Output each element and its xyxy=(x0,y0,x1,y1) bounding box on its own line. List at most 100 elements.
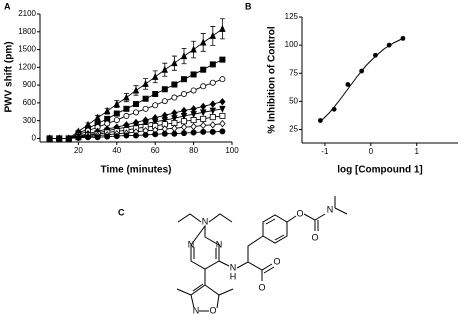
marker xyxy=(113,133,120,140)
marker xyxy=(65,135,72,142)
y-tick-label: 1800 xyxy=(18,27,36,36)
atom-label: O xyxy=(258,282,265,292)
marker xyxy=(190,117,197,124)
y-axis-label: % Inhibition of Control xyxy=(267,26,278,133)
atom-label: O xyxy=(311,232,318,242)
marker xyxy=(190,105,197,113)
marker xyxy=(132,109,139,116)
marker xyxy=(199,109,207,117)
marker xyxy=(132,132,139,139)
y-tick-label: 300 xyxy=(23,116,37,125)
marker xyxy=(103,107,111,115)
point xyxy=(386,42,392,48)
atom-label: H xyxy=(230,271,237,281)
marker xyxy=(161,86,168,93)
point xyxy=(400,35,406,41)
y-axis-label: PWV shift (pm) xyxy=(4,41,15,112)
point xyxy=(317,118,323,123)
marker xyxy=(180,52,188,60)
point xyxy=(345,82,351,87)
marker xyxy=(161,65,169,73)
bond xyxy=(176,196,348,312)
marker xyxy=(46,135,53,142)
point xyxy=(359,68,365,74)
marker xyxy=(180,123,188,131)
marker xyxy=(123,93,130,101)
marker xyxy=(171,109,178,117)
marker xyxy=(123,112,130,119)
marker xyxy=(94,113,101,121)
marker xyxy=(171,94,178,101)
y-tick-label: 600 xyxy=(23,98,37,107)
marker xyxy=(209,100,216,108)
y-tick-label: 25 xyxy=(289,125,298,134)
marker xyxy=(94,134,101,141)
marker xyxy=(200,102,207,111)
marker xyxy=(190,129,197,136)
marker xyxy=(219,24,226,32)
marker xyxy=(200,128,207,135)
marker xyxy=(180,130,187,137)
marker xyxy=(123,132,130,139)
marker xyxy=(85,134,92,141)
marker xyxy=(200,66,207,73)
atom-label: N xyxy=(230,262,237,272)
y-tick-label: 50 xyxy=(289,96,298,105)
marker xyxy=(180,91,187,98)
marker xyxy=(56,135,63,142)
atom-label: O xyxy=(273,256,280,266)
marker xyxy=(209,114,216,121)
marker xyxy=(171,130,178,137)
y-tick-label: 1200 xyxy=(18,62,36,71)
x-tick-label: -1 xyxy=(321,147,329,156)
x-tick-label: 40 xyxy=(112,146,121,155)
panel-label: A xyxy=(4,1,11,11)
marker xyxy=(152,131,159,138)
marker xyxy=(132,101,139,108)
marker xyxy=(190,71,197,78)
point xyxy=(331,106,337,112)
x-tick-label: 20 xyxy=(74,146,83,155)
marker xyxy=(161,117,169,125)
x-tick-label: 60 xyxy=(151,146,160,155)
marker xyxy=(200,83,207,90)
chemical-structure xyxy=(176,196,348,312)
marker xyxy=(219,76,226,83)
marker xyxy=(190,45,197,53)
x-axis-label: Time (minutes) xyxy=(101,165,172,176)
marker xyxy=(75,134,82,141)
y-tick-label: 1500 xyxy=(18,45,36,54)
marker xyxy=(123,105,130,112)
marker xyxy=(219,112,226,119)
y-tick-label: 100 xyxy=(285,40,299,49)
x-tick-label: 0 xyxy=(369,147,374,156)
marker xyxy=(200,121,207,130)
marker xyxy=(209,121,216,129)
y-tick-label: 2100 xyxy=(18,9,36,18)
atom-label: N xyxy=(216,239,223,249)
marker xyxy=(113,110,120,117)
marker xyxy=(171,124,178,133)
marker xyxy=(199,38,207,46)
x-tick-label: 80 xyxy=(189,146,198,155)
marker xyxy=(209,128,216,135)
marker xyxy=(151,72,159,80)
y-tick-label: 75 xyxy=(289,68,298,77)
marker xyxy=(200,115,207,122)
marker xyxy=(209,79,216,86)
marker xyxy=(171,59,178,67)
atom-label: O xyxy=(209,305,216,315)
marker xyxy=(132,86,140,94)
marker xyxy=(180,76,187,83)
marker xyxy=(180,106,188,115)
marker xyxy=(152,91,159,98)
y-tick-label: 0 xyxy=(32,134,37,143)
marker xyxy=(142,120,149,128)
marker xyxy=(142,79,149,87)
atom-label: N xyxy=(327,204,334,214)
marker xyxy=(161,130,168,137)
panel-label: C xyxy=(118,207,125,217)
marker xyxy=(171,81,178,88)
x-tick-label: 1 xyxy=(414,147,419,156)
